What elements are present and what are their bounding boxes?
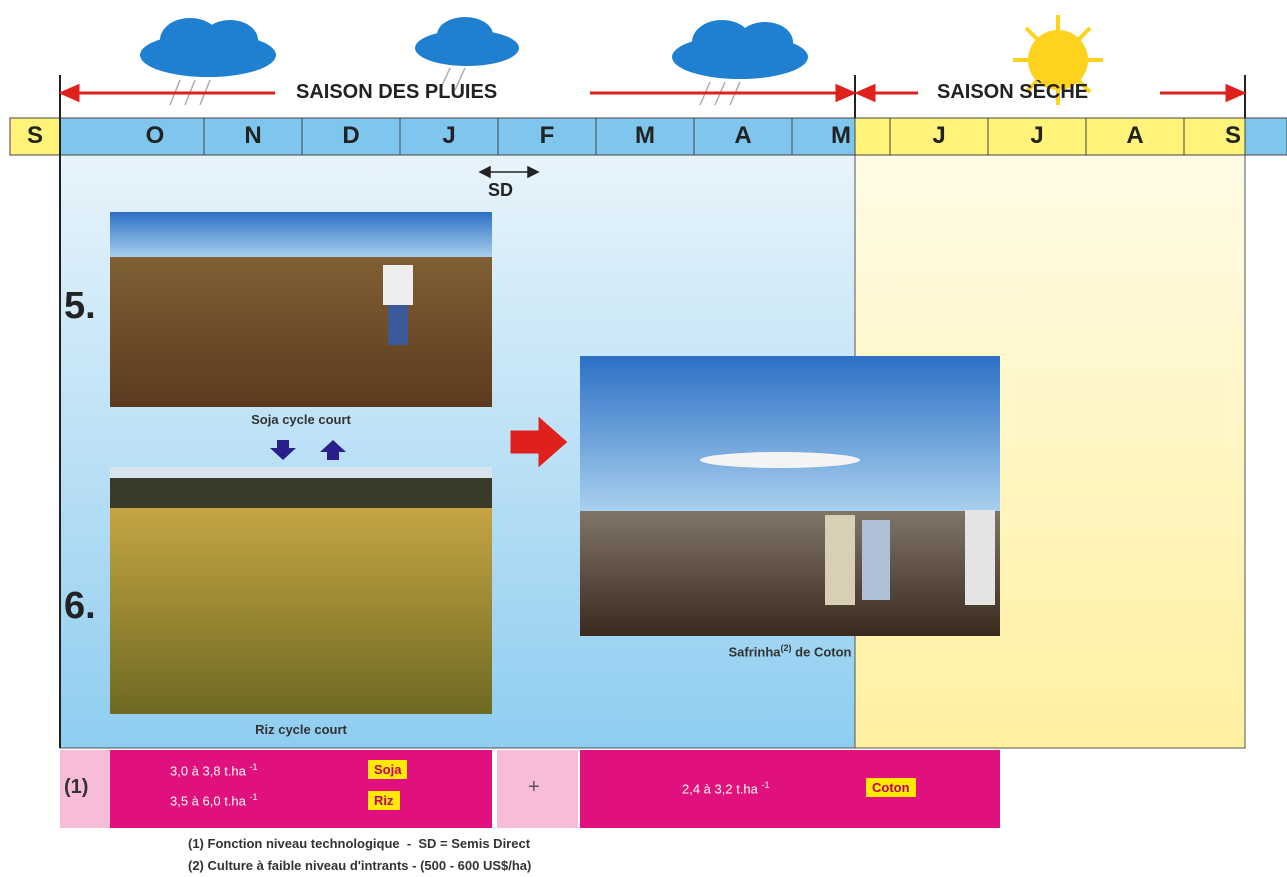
month-label: M: [625, 122, 665, 150]
month-label: O: [135, 122, 175, 150]
yield-marker: (1): [64, 776, 88, 799]
crop-number: 5.: [64, 285, 96, 328]
crop-tag: Soja: [368, 760, 407, 779]
range-exp: -1: [762, 780, 770, 790]
plus-sign: +: [528, 776, 540, 799]
month-label: D: [331, 122, 371, 150]
range-exp: -1: [250, 792, 258, 802]
caption-text: Safrinha: [729, 644, 781, 659]
caption-text: de Coton: [795, 644, 851, 659]
footnote: (2) Culture à faible niveau d'intrants -…: [188, 858, 531, 873]
range-exp: -1: [250, 762, 258, 772]
photo-caption: Safrinha(2) de Coton: [580, 643, 1000, 659]
month-label: A: [1115, 122, 1155, 150]
range-text: 2,4 à 3,2 t.ha: [682, 781, 758, 796]
crop-tag: Coton: [866, 778, 916, 797]
rainy-season: SAISON DES PLUIES: [296, 81, 497, 104]
yield-range: 3,5 à 6,0 t.ha -1: [170, 792, 258, 808]
month-label: A: [723, 122, 763, 150]
yield-range: 2,4 à 3,2 t.ha -1: [682, 780, 770, 796]
month-label: S: [15, 122, 55, 150]
photo-caption: Soja cycle court: [110, 412, 492, 427]
month-label: J: [1017, 122, 1057, 150]
caption-sup: (2): [781, 643, 792, 653]
yield-range: 3,0 à 3,8 t.ha -1: [170, 762, 258, 778]
month-label: F: [527, 122, 567, 150]
sd-label: SD: [488, 180, 513, 201]
month-label: N: [233, 122, 273, 150]
photo-caption: Riz cycle court: [110, 722, 492, 737]
month-label: M: [821, 122, 861, 150]
range-text: 3,5 à 6,0 t.ha: [170, 793, 246, 808]
month-label: S: [1213, 122, 1253, 150]
crop-tag: Riz: [368, 791, 400, 810]
dry-season: SAISON SÈCHE: [937, 81, 1088, 104]
range-text: 3,0 à 3,8 t.ha: [170, 763, 246, 778]
diagram: SAISON DES PLUIES SAISON SÈCHE S O N D J F M A M…: [0, 0, 1287, 877]
footnote: (1) Fonction niveau technologique - SD =…: [188, 836, 530, 851]
crop-number: 6.: [64, 585, 96, 628]
month-label: J: [919, 122, 959, 150]
month-label: J: [429, 122, 469, 150]
